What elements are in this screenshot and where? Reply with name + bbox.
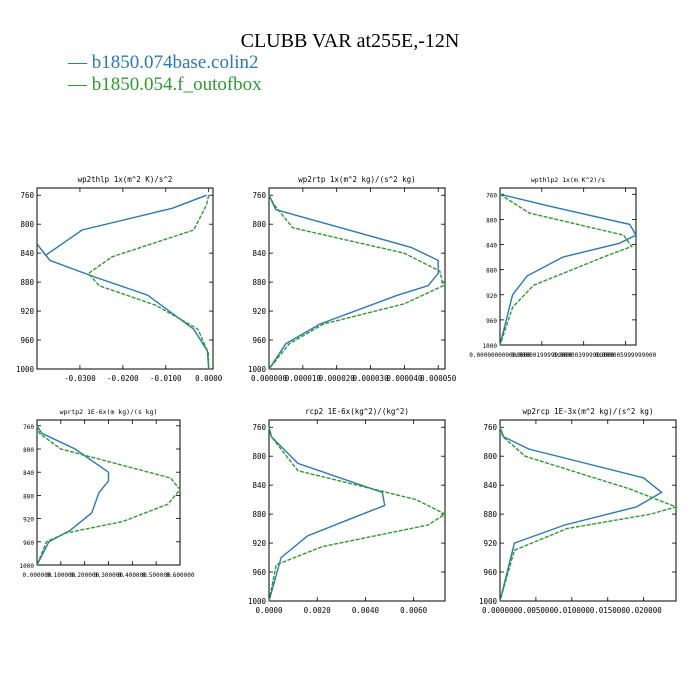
y-tick-label: 960 bbox=[252, 336, 266, 345]
series-line-2 bbox=[499, 426, 679, 602]
x-tick-label: 0.010000 bbox=[554, 606, 591, 615]
series-line-1 bbox=[36, 425, 110, 566]
x-tick-label: 0.000000 bbox=[482, 606, 519, 615]
x-tick-label: 0.000000000000000 bbox=[469, 352, 531, 359]
x-tick-label: 0.000000 bbox=[23, 572, 52, 579]
y-tick-label: 800 bbox=[486, 217, 497, 224]
x-tick-label: 0.0060 bbox=[400, 606, 428, 615]
panel-title-6: wp2rcp 1E-3x(m^2 kg)/(s^2 kg) bbox=[523, 407, 654, 416]
y-tick-label: 800 bbox=[252, 452, 266, 461]
series-line-1 bbox=[36, 194, 210, 370]
y-tick-label: 920 bbox=[483, 539, 497, 548]
plot-frame-6 bbox=[499, 419, 677, 602]
y-tick-label: 840 bbox=[252, 249, 266, 258]
x-tick-label: 0.0040 bbox=[352, 606, 380, 615]
y-tick-label: 960 bbox=[486, 318, 497, 325]
y-tick-label: 760 bbox=[20, 191, 34, 200]
series-line-2 bbox=[87, 195, 210, 370]
y-tick-label: 760 bbox=[486, 192, 497, 199]
y-tick-label: 880 bbox=[23, 493, 34, 500]
y-tick-label: 840 bbox=[483, 481, 497, 490]
y-tick-label: 1000 bbox=[479, 597, 498, 606]
x-tick-label: -0.0200 bbox=[107, 374, 139, 383]
panel-title-1: wp2thlp 1x(m^2 K)/s^2 bbox=[78, 175, 173, 184]
x-tick-label: 0.000020 bbox=[319, 374, 356, 383]
y-tick-label: 840 bbox=[486, 243, 497, 250]
x-tick-label: -0.0300 bbox=[64, 374, 96, 383]
x-tick-label: 0.020000 bbox=[626, 606, 663, 615]
x-tick-label: 0.0000 bbox=[195, 374, 223, 383]
y-tick-label: 960 bbox=[23, 540, 34, 547]
panel-title-5: rcp2 1E-6x(kg^2)/(kg^2) bbox=[305, 407, 409, 416]
y-tick-label: 800 bbox=[252, 220, 266, 229]
x-tick-label: 0.000001999999000 bbox=[511, 352, 573, 359]
y-tick-label: 1000 bbox=[248, 597, 267, 606]
x-tick-label: 0.300000 bbox=[94, 572, 123, 579]
x-tick-label: 0.000003999999000 bbox=[553, 352, 615, 359]
series-line-2 bbox=[268, 194, 445, 370]
y-tick-label: 960 bbox=[252, 568, 266, 577]
y-tick-label: 1000 bbox=[483, 343, 498, 350]
y-tick-label: 920 bbox=[23, 517, 34, 524]
x-tick-label: 0.015000 bbox=[590, 606, 627, 615]
x-tick-label: 0.000010 bbox=[285, 374, 322, 383]
x-tick-label: 0.000005999999000 bbox=[595, 352, 657, 359]
y-tick-label: 760 bbox=[252, 423, 266, 432]
y-tick-label: 960 bbox=[483, 568, 497, 577]
series-line-2 bbox=[36, 425, 181, 566]
y-tick-label: 840 bbox=[20, 249, 34, 258]
y-tick-label: 1000 bbox=[16, 365, 35, 374]
series-line-1 bbox=[268, 194, 439, 370]
y-tick-label: 840 bbox=[23, 470, 34, 477]
y-tick-label: 880 bbox=[483, 510, 497, 519]
x-tick-label: 0.0000 bbox=[255, 606, 283, 615]
page-title: CLUBB VAR at255E,-12N bbox=[240, 30, 460, 52]
y-tick-label: 880 bbox=[486, 268, 497, 275]
x-tick-label: 0.100000 bbox=[46, 572, 75, 579]
y-tick-label: 760 bbox=[252, 191, 266, 200]
y-tick-label: 920 bbox=[252, 307, 266, 316]
plot-frame-5 bbox=[268, 419, 446, 602]
series-line-1 bbox=[499, 426, 663, 602]
series-line-2 bbox=[268, 427, 447, 602]
x-tick-label: 0.000050 bbox=[420, 374, 457, 383]
plot-frame-2 bbox=[268, 187, 446, 370]
y-tick-label: 1000 bbox=[20, 563, 35, 570]
y-tick-label: 920 bbox=[252, 539, 266, 548]
x-tick-label: 0.0020 bbox=[304, 606, 332, 615]
x-tick-label: 0.500000 bbox=[142, 572, 171, 579]
y-tick-label: 880 bbox=[252, 278, 266, 287]
y-tick-label: 880 bbox=[252, 510, 266, 519]
y-tick-label: 760 bbox=[23, 424, 34, 431]
plot-frame-1 bbox=[36, 187, 214, 370]
x-tick-label: 0.600000 bbox=[166, 572, 195, 579]
x-tick-label: 0.005000 bbox=[518, 606, 555, 615]
x-tick-label: 0.000040 bbox=[386, 374, 423, 383]
x-tick-label: 0.200000 bbox=[70, 572, 99, 579]
y-tick-label: 840 bbox=[252, 481, 266, 490]
y-tick-label: 920 bbox=[486, 293, 497, 300]
y-tick-label: 800 bbox=[23, 447, 34, 454]
y-tick-label: 920 bbox=[20, 307, 34, 316]
y-tick-label: 800 bbox=[483, 452, 497, 461]
x-tick-label: 0.000000 bbox=[251, 374, 288, 383]
x-tick-label: 0.400000 bbox=[118, 572, 147, 579]
series-line-1 bbox=[268, 427, 386, 602]
y-tick-label: 1000 bbox=[248, 365, 267, 374]
panel-title-2: wp2rtp 1x(m^2 kg)/(s^2 kg) bbox=[298, 175, 415, 184]
panel-title-3: wpthlp2 1x(m K^2)/s bbox=[531, 176, 605, 184]
y-tick-label: 800 bbox=[20, 220, 34, 229]
series-line-1 bbox=[499, 193, 637, 346]
x-tick-label: -0.0100 bbox=[150, 374, 182, 383]
panel-title-4: wprtp2 1E-6x(m kg)/(s kg) bbox=[60, 408, 158, 416]
series-line-2 bbox=[499, 193, 633, 346]
y-tick-label: 760 bbox=[483, 423, 497, 432]
x-tick-label: 0.000030 bbox=[352, 374, 389, 383]
y-tick-label: 880 bbox=[20, 278, 34, 287]
y-tick-label: 960 bbox=[20, 336, 34, 345]
plot-frame-3 bbox=[499, 187, 637, 346]
legend-entry-outofbox-run: — b1850.054.f_outofbox bbox=[68, 74, 262, 95]
legend-entry-base-run: — b1850.074base.colin2 bbox=[68, 52, 259, 73]
